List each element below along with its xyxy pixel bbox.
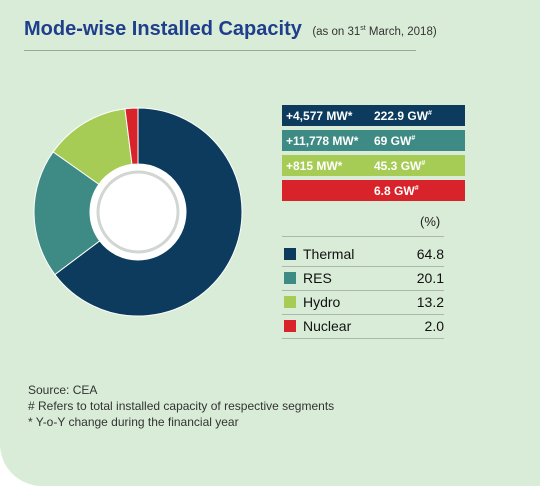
subtitle-sup: st	[360, 25, 366, 33]
legend-label: RES	[303, 270, 332, 286]
capacity-total: 6.8 GW	[374, 183, 415, 198]
legend-swatch	[284, 248, 296, 260]
chart-subtitle: (as on 31st March, 2018)	[312, 25, 437, 38]
capacity-mark: #	[414, 184, 419, 192]
legend-swatch	[284, 272, 296, 284]
legend-item-res: RES 20.1	[284, 266, 444, 290]
capacity-box-thermal: +4,577 MW* 222.9 GW#	[282, 105, 465, 126]
capacity-total: 45.3 GW	[374, 158, 422, 173]
capacity-mark: #	[421, 159, 426, 167]
legend-swatch	[284, 320, 296, 332]
capacity-change: +11,778 MW*	[286, 133, 359, 148]
capacity-box-nuclear: 6.8 GW#	[282, 180, 465, 201]
capacity-boxes: +4,577 MW* 222.9 GW# +11,778 MW* 69 GW# …	[282, 105, 465, 205]
legend-item-nuclear: Nuclear 2.0	[284, 314, 444, 338]
title-divider	[24, 50, 416, 51]
legend: Thermal 64.8 RES 20.1 Hydro 13.2 Nuclear…	[284, 242, 444, 338]
capacity-total-wrap: 69 GW#	[374, 134, 415, 148]
legend-value: 13.2	[416, 294, 444, 310]
chart-title: Mode-wise Installed Capacity	[24, 18, 302, 40]
legend-divider	[282, 314, 444, 315]
capacity-change: +4,577 MW*	[286, 108, 353, 123]
capacity-mark: #	[428, 109, 432, 117]
capacity-total: 69 GW	[374, 133, 412, 148]
capacity-total-wrap: 6.8 GW#	[374, 184, 419, 198]
legend-value: 64.8	[416, 246, 444, 262]
legend-item-thermal: Thermal 64.8	[284, 242, 444, 266]
legend-label: Nuclear	[303, 318, 352, 334]
hash-footnote: # Refers to total installed capacity of …	[28, 399, 335, 413]
donut-hole	[96, 170, 180, 254]
capacity-total: 222.9 GW	[374, 108, 429, 123]
legend-divider	[282, 266, 444, 267]
legend-label: Hydro	[303, 294, 341, 310]
capacity-mark: #	[411, 134, 416, 142]
legend-value: 20.1	[416, 270, 444, 286]
capacity-box-res: +11,778 MW* 69 GW#	[282, 130, 465, 151]
capacity-total-wrap: 222.9 GW#	[374, 109, 432, 123]
star-footnote: * Y-o-Y change during the financial year	[28, 415, 239, 429]
legend-swatch	[284, 296, 296, 308]
legend-divider	[282, 338, 444, 339]
legend-label: Thermal	[303, 246, 355, 262]
title-row: Mode-wise Installed Capacity (as on 31st…	[24, 18, 437, 41]
capacity-change: +815 MW*	[286, 158, 343, 173]
legend-divider	[282, 290, 444, 291]
source-note: Source: CEA	[28, 383, 98, 397]
footnotes: Source: CEA # Refers to total installed …	[28, 382, 334, 430]
percent-header: (%)	[420, 214, 441, 229]
subtitle-post: March, 2018)	[365, 26, 437, 38]
legend-item-hydro: Hydro 13.2	[284, 290, 444, 314]
capacity-total-wrap: 45.3 GW#	[374, 159, 425, 173]
subtitle-pre: (as on 31	[312, 26, 361, 38]
capacity-box-hydro: +815 MW* 45.3 GW#	[282, 155, 465, 176]
legend-value: 2.0	[424, 318, 444, 334]
legend-divider	[282, 236, 444, 237]
